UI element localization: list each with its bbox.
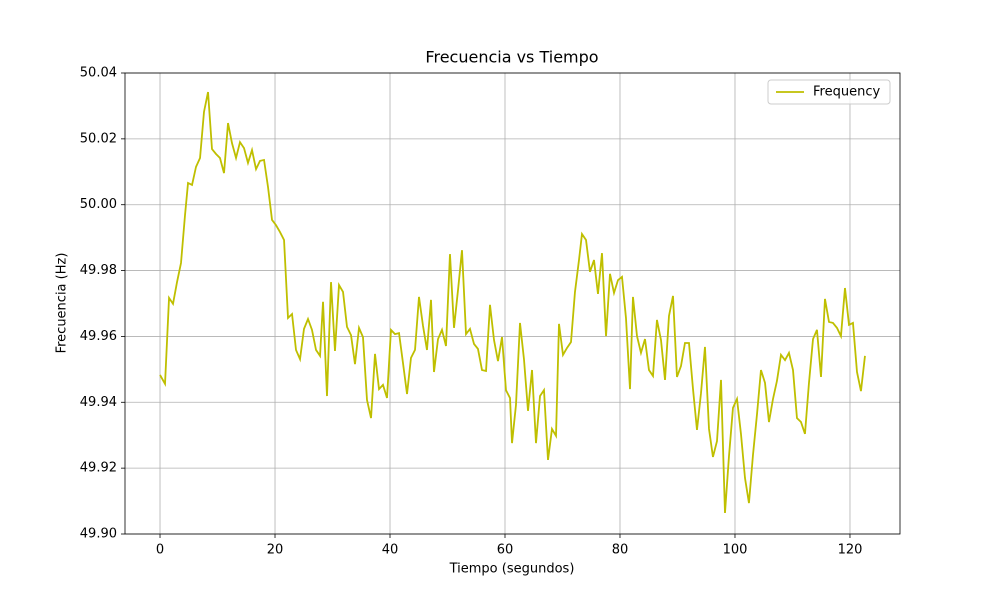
data-line xyxy=(159,91,866,513)
y-tick-label: 50.02 xyxy=(80,131,117,146)
legend-label: Frequency xyxy=(813,85,880,100)
x-tick-label: 60 xyxy=(497,543,514,558)
y-axis-label: Frecuencia (Hz) xyxy=(55,253,70,354)
x-tick-label: 80 xyxy=(612,543,629,558)
y-tick-label: 50.04 xyxy=(80,66,117,81)
chart-title: Frecuencia vs Tiempo xyxy=(425,48,598,67)
x-axis-label: Tiempo (segundos) xyxy=(449,562,575,577)
x-tick-label: 0 xyxy=(156,543,164,558)
legend: Frequency xyxy=(767,79,891,105)
y-tick-label: 50.00 xyxy=(80,197,117,212)
y-tick-label: 49.96 xyxy=(80,329,117,344)
legend-box xyxy=(767,79,891,105)
y-tick-label: 49.98 xyxy=(80,263,117,278)
y-tick-label: 49.94 xyxy=(80,395,117,410)
plot-frame xyxy=(124,72,901,535)
y-tick-label: 49.92 xyxy=(80,461,117,476)
x-tick-label: 120 xyxy=(838,543,863,558)
y-tick-label: 49.90 xyxy=(80,527,117,542)
x-tick-label: 20 xyxy=(267,543,284,558)
x-tick-label: 40 xyxy=(382,543,399,558)
x-tick-label: 100 xyxy=(723,543,748,558)
